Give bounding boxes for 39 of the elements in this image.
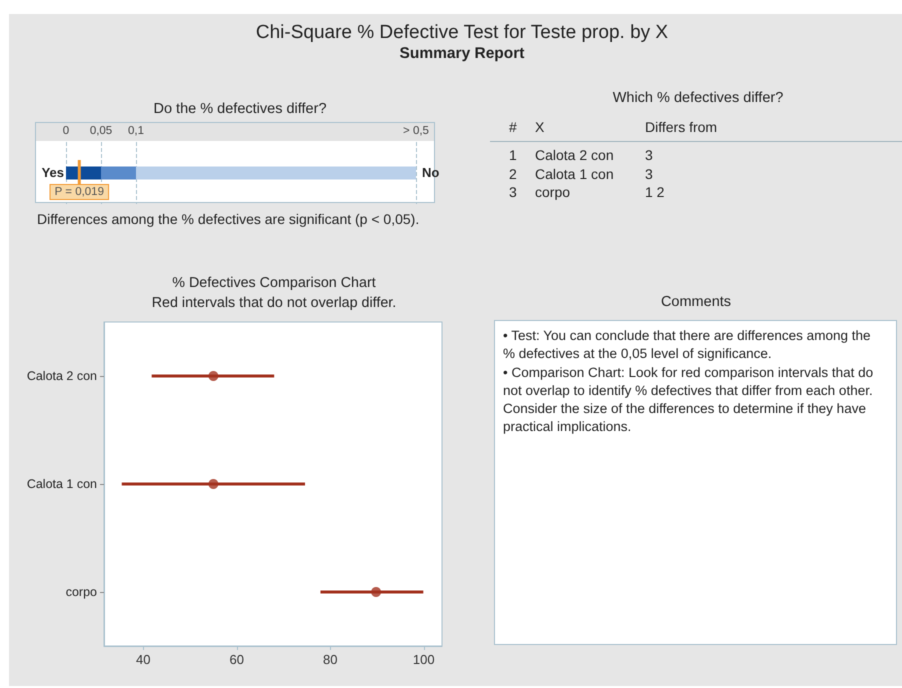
text: • Test: You can conclude that there are differences among the % defectives at the 0,05 level of significance.: [503, 327, 872, 364]
x-tick-label: 0,1: [128, 125, 144, 137]
x-tick-label: 40: [136, 652, 151, 667]
y-tick-label: Calota 1 con: [26, 477, 98, 491]
text: Chi-Square % Defective Test for Teste prop. by X: [254, 22, 670, 44]
y-tick-label: Calota 2 con: [26, 369, 98, 383]
text: Comments: [660, 293, 732, 311]
bar: [66, 166, 101, 180]
x-tick-label: 100: [412, 652, 435, 667]
text: Calota 1 con: [535, 166, 614, 182]
bar: [136, 166, 416, 180]
text: 2: [509, 166, 517, 182]
text: Differences among the % defectives are significant (p < 0,05).: [37, 211, 420, 228]
text: 1 2: [645, 184, 664, 201]
text: 3: [645, 147, 653, 164]
text: Calota 2 con: [535, 147, 614, 164]
text: Yes: [40, 165, 64, 181]
chart-title: Do the % defectives differ?: [152, 100, 328, 118]
y-tick-label: corpo: [66, 585, 98, 599]
text: 3: [645, 166, 653, 182]
text: Which % defectives differ?: [612, 89, 784, 107]
chart-subtitle: Red intervals that do not overlap differ.: [150, 294, 398, 312]
category-label: X: [535, 119, 544, 136]
text: Summary Report: [398, 45, 526, 63]
category-label: #: [509, 119, 517, 136]
bar: [101, 166, 136, 180]
text: 3: [509, 184, 517, 201]
x-tick-label: 80: [323, 652, 338, 667]
text: corpo: [535, 184, 570, 201]
x-tick-label: 0,05: [90, 125, 112, 137]
text: • Comparison Chart: Look for red comparison intervals that do not overlap to identify % defectives that differ from each other. Consider the size of the differences to determine if they have practical implications.: [503, 364, 874, 436]
chart-title: % Defectives Comparison Chart: [171, 274, 377, 292]
text: No: [422, 165, 440, 181]
ref-line-label: P = 0,019: [54, 186, 104, 198]
x-tick-label: 60: [230, 652, 244, 667]
text: 1: [509, 147, 517, 164]
category-label: Differs from: [645, 119, 718, 136]
x-tick-label: > 0,5: [403, 125, 429, 137]
x-tick-label: 0: [62, 125, 70, 137]
